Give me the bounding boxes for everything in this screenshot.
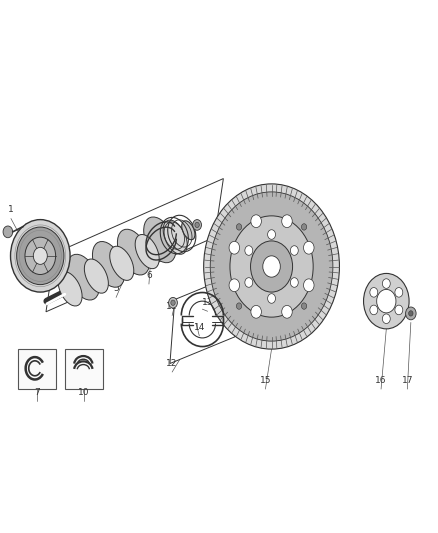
- Text: 12: 12: [166, 359, 178, 368]
- FancyBboxPatch shape: [18, 349, 56, 389]
- Circle shape: [195, 222, 199, 228]
- Circle shape: [282, 305, 292, 318]
- Circle shape: [263, 256, 280, 277]
- Circle shape: [382, 279, 390, 288]
- Circle shape: [3, 226, 13, 238]
- Ellipse shape: [92, 241, 125, 287]
- Circle shape: [17, 227, 64, 285]
- Circle shape: [377, 289, 396, 313]
- Circle shape: [304, 241, 314, 254]
- Ellipse shape: [144, 217, 176, 263]
- Ellipse shape: [163, 220, 187, 254]
- Circle shape: [290, 278, 298, 287]
- Ellipse shape: [110, 246, 134, 280]
- Circle shape: [11, 220, 70, 292]
- Circle shape: [229, 241, 240, 254]
- Circle shape: [171, 300, 175, 305]
- Circle shape: [230, 216, 313, 317]
- Circle shape: [251, 215, 261, 228]
- Text: 4: 4: [62, 276, 67, 285]
- Ellipse shape: [117, 229, 150, 275]
- Circle shape: [251, 305, 261, 318]
- Circle shape: [245, 246, 253, 255]
- Circle shape: [364, 273, 409, 329]
- Circle shape: [25, 237, 56, 274]
- Text: 7: 7: [34, 388, 40, 397]
- Circle shape: [169, 297, 177, 308]
- Text: 2: 2: [25, 223, 30, 232]
- Circle shape: [395, 288, 403, 297]
- Circle shape: [193, 220, 201, 230]
- Text: 14: 14: [194, 322, 205, 332]
- Text: 13: 13: [202, 298, 213, 307]
- Text: 3: 3: [38, 263, 44, 272]
- Text: 15: 15: [260, 376, 271, 385]
- Circle shape: [395, 305, 403, 314]
- Circle shape: [229, 279, 240, 292]
- Circle shape: [301, 224, 307, 230]
- Ellipse shape: [67, 254, 99, 300]
- Circle shape: [237, 224, 242, 230]
- FancyBboxPatch shape: [65, 349, 103, 389]
- Circle shape: [268, 230, 276, 239]
- Circle shape: [406, 307, 416, 320]
- Circle shape: [304, 279, 314, 292]
- Circle shape: [204, 184, 339, 349]
- Circle shape: [290, 246, 298, 255]
- Circle shape: [409, 311, 413, 316]
- Text: 11: 11: [166, 302, 178, 311]
- Text: 6: 6: [146, 271, 152, 280]
- Text: 5: 5: [113, 284, 119, 293]
- Ellipse shape: [135, 235, 159, 269]
- Circle shape: [245, 278, 253, 287]
- Circle shape: [268, 294, 276, 303]
- Ellipse shape: [182, 221, 195, 240]
- Circle shape: [370, 305, 378, 314]
- Text: 10: 10: [78, 388, 90, 397]
- Circle shape: [301, 303, 307, 309]
- Circle shape: [33, 247, 47, 264]
- Circle shape: [251, 241, 293, 292]
- Circle shape: [210, 192, 333, 341]
- Text: 1: 1: [8, 205, 14, 214]
- Text: 17: 17: [402, 376, 413, 385]
- Ellipse shape: [58, 272, 82, 306]
- Circle shape: [282, 215, 292, 228]
- Circle shape: [237, 303, 242, 309]
- Text: 16: 16: [375, 376, 387, 385]
- Circle shape: [382, 314, 390, 324]
- Ellipse shape: [85, 259, 108, 293]
- Circle shape: [370, 288, 378, 297]
